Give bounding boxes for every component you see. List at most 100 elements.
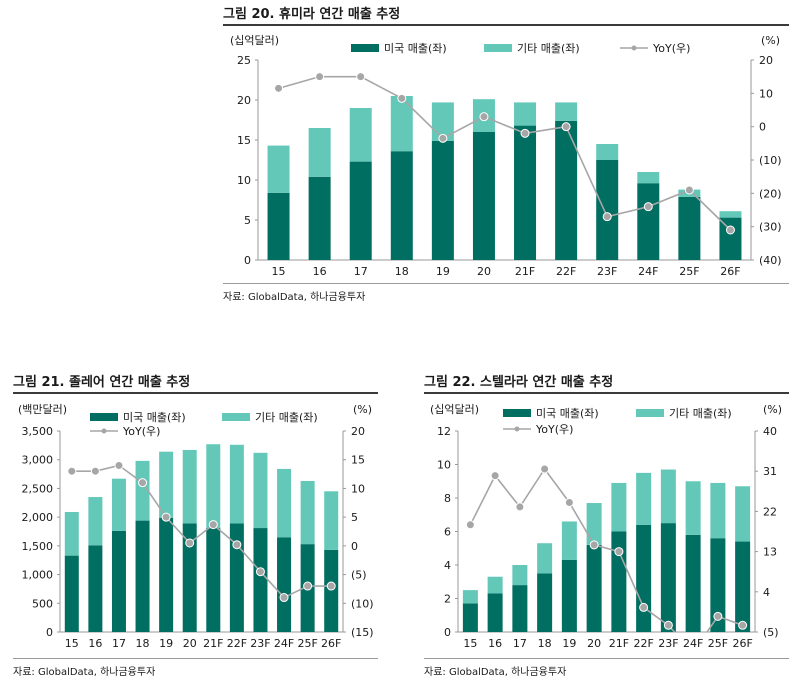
bar-other-15 [462, 590, 478, 604]
yoy-point-21F [208, 520, 218, 530]
left-tick-label: 6 [444, 526, 451, 539]
bar-other-21F [514, 102, 537, 126]
x-tick-label: 15 [463, 637, 477, 650]
source-note: 자료: GlobalData, 하나금융투자 [424, 667, 567, 678]
left-tick-label: 1,500 [22, 540, 54, 553]
yoy-point-24F [643, 202, 653, 212]
x-tick-label: 23F [250, 637, 270, 650]
left-tick-label: 0 [244, 254, 251, 267]
x-tick-label: 18 [538, 637, 552, 650]
x-tick-label: 16 [313, 265, 327, 278]
right-tick-label: (10) [759, 154, 782, 167]
legend-swatch-other [222, 413, 250, 421]
bar-other-17 [349, 108, 372, 162]
yoy-point-23F [602, 212, 612, 222]
x-tick-label: 15 [65, 637, 79, 650]
yoy-point-15 [465, 520, 475, 530]
bar-us-26F [735, 541, 751, 632]
chart-title: 그림 20. 휴미라 연간 매출 추정 [223, 7, 401, 22]
x-tick-label: 17 [354, 265, 368, 278]
yoy-line [71, 464, 332, 599]
yoy-point-16 [90, 466, 100, 476]
left-tick-label: 4 [444, 559, 451, 572]
bar-other-24F [277, 468, 292, 538]
bar-other-23F [660, 469, 676, 524]
yoy-line [278, 75, 732, 231]
left-tick-label: 0 [444, 626, 451, 639]
right-tick-label: 20 [759, 54, 773, 67]
right-tick-label: (40) [759, 254, 782, 267]
right-tick-label: (5) [351, 569, 367, 582]
right-tick-label: (20) [759, 187, 782, 200]
bar-other-17 [111, 478, 126, 531]
bar-other-25F [678, 189, 701, 197]
bar-other-26F [324, 491, 339, 550]
right-tick-label: 4 [763, 586, 770, 599]
left-tick-label: 8 [444, 492, 451, 505]
x-tick-label: 26F [732, 637, 752, 650]
bar-other-20 [586, 503, 602, 545]
title-rule [223, 24, 789, 26]
left-tick-label: 2,500 [22, 482, 54, 495]
x-tick-label: 22F [633, 637, 653, 650]
yoy-point-16 [315, 72, 325, 82]
legend-swatch-us [90, 413, 118, 421]
right-axis-unit: (%) [763, 403, 782, 416]
right-tick-label: (10) [351, 597, 374, 610]
yoy-point-23F [255, 567, 265, 577]
left-tick-label: 3,000 [22, 454, 54, 467]
yoy-point-17 [515, 502, 525, 512]
bar-us-17 [349, 161, 372, 260]
legend-label-yoy: YoY(우) [535, 423, 573, 436]
bar-other-20 [472, 99, 495, 132]
yoy-point-26F [326, 581, 336, 591]
bar-other-26F [735, 486, 751, 542]
right-tick-label: 13 [763, 546, 777, 559]
x-tick-label: 20 [587, 637, 601, 650]
bar-us-23F [660, 523, 676, 632]
yoy-point-15 [274, 83, 284, 93]
bar-other-19 [431, 102, 454, 141]
x-tick-label: 21F [515, 265, 535, 278]
right-tick-label: (15) [351, 626, 374, 639]
yoy-point-20 [479, 112, 489, 122]
x-tick-label: 20 [183, 637, 197, 650]
source-rule [223, 283, 789, 284]
bar-other-21F [206, 444, 221, 529]
yoy-point-22F [561, 122, 571, 132]
right-tick-label: (5) [763, 626, 779, 639]
left-axis-unit: (백만달러) [18, 403, 67, 416]
yoy-point-22F [232, 540, 242, 550]
left-tick-label: 20 [237, 94, 251, 107]
legend-swatch-other [636, 409, 664, 417]
yoy-point-18 [540, 464, 550, 474]
bar-us-18 [537, 573, 553, 632]
title-rule [13, 392, 378, 394]
source-rule [424, 658, 789, 659]
right-axis-unit: (%) [353, 403, 372, 416]
bar-us-20 [182, 523, 197, 632]
left-tick-label: 0 [46, 626, 53, 639]
bar-other-18 [537, 543, 553, 574]
left-tick-label: 500 [32, 597, 53, 610]
left-tick-label: 12 [437, 425, 451, 438]
legend-label-other: 기타 매출(좌) [255, 411, 318, 424]
legend-label-us: 미국 매출(좌) [123, 411, 186, 424]
x-tick-label: 17 [513, 637, 527, 650]
yoy-point-25F [684, 185, 694, 195]
yoy-line [469, 467, 743, 632]
legend-swatch-yoy-marker [631, 45, 637, 51]
yoy-point-19 [438, 133, 448, 143]
bar-us-15 [64, 555, 79, 632]
x-tick-label: 25F [679, 265, 699, 278]
bar-us-25F [678, 196, 701, 260]
x-tick-label: 21F [609, 637, 629, 650]
x-tick-label: 16 [488, 637, 502, 650]
bar-us-18 [135, 520, 150, 632]
bar-us-15 [267, 192, 290, 260]
bar-us-25F [710, 538, 726, 632]
bar-us-22F [555, 120, 578, 260]
left-axis-unit: (십억달러) [430, 403, 479, 416]
x-tick-label: 15 [272, 265, 286, 278]
legend-label-yoy: YoY(우) [122, 425, 160, 438]
